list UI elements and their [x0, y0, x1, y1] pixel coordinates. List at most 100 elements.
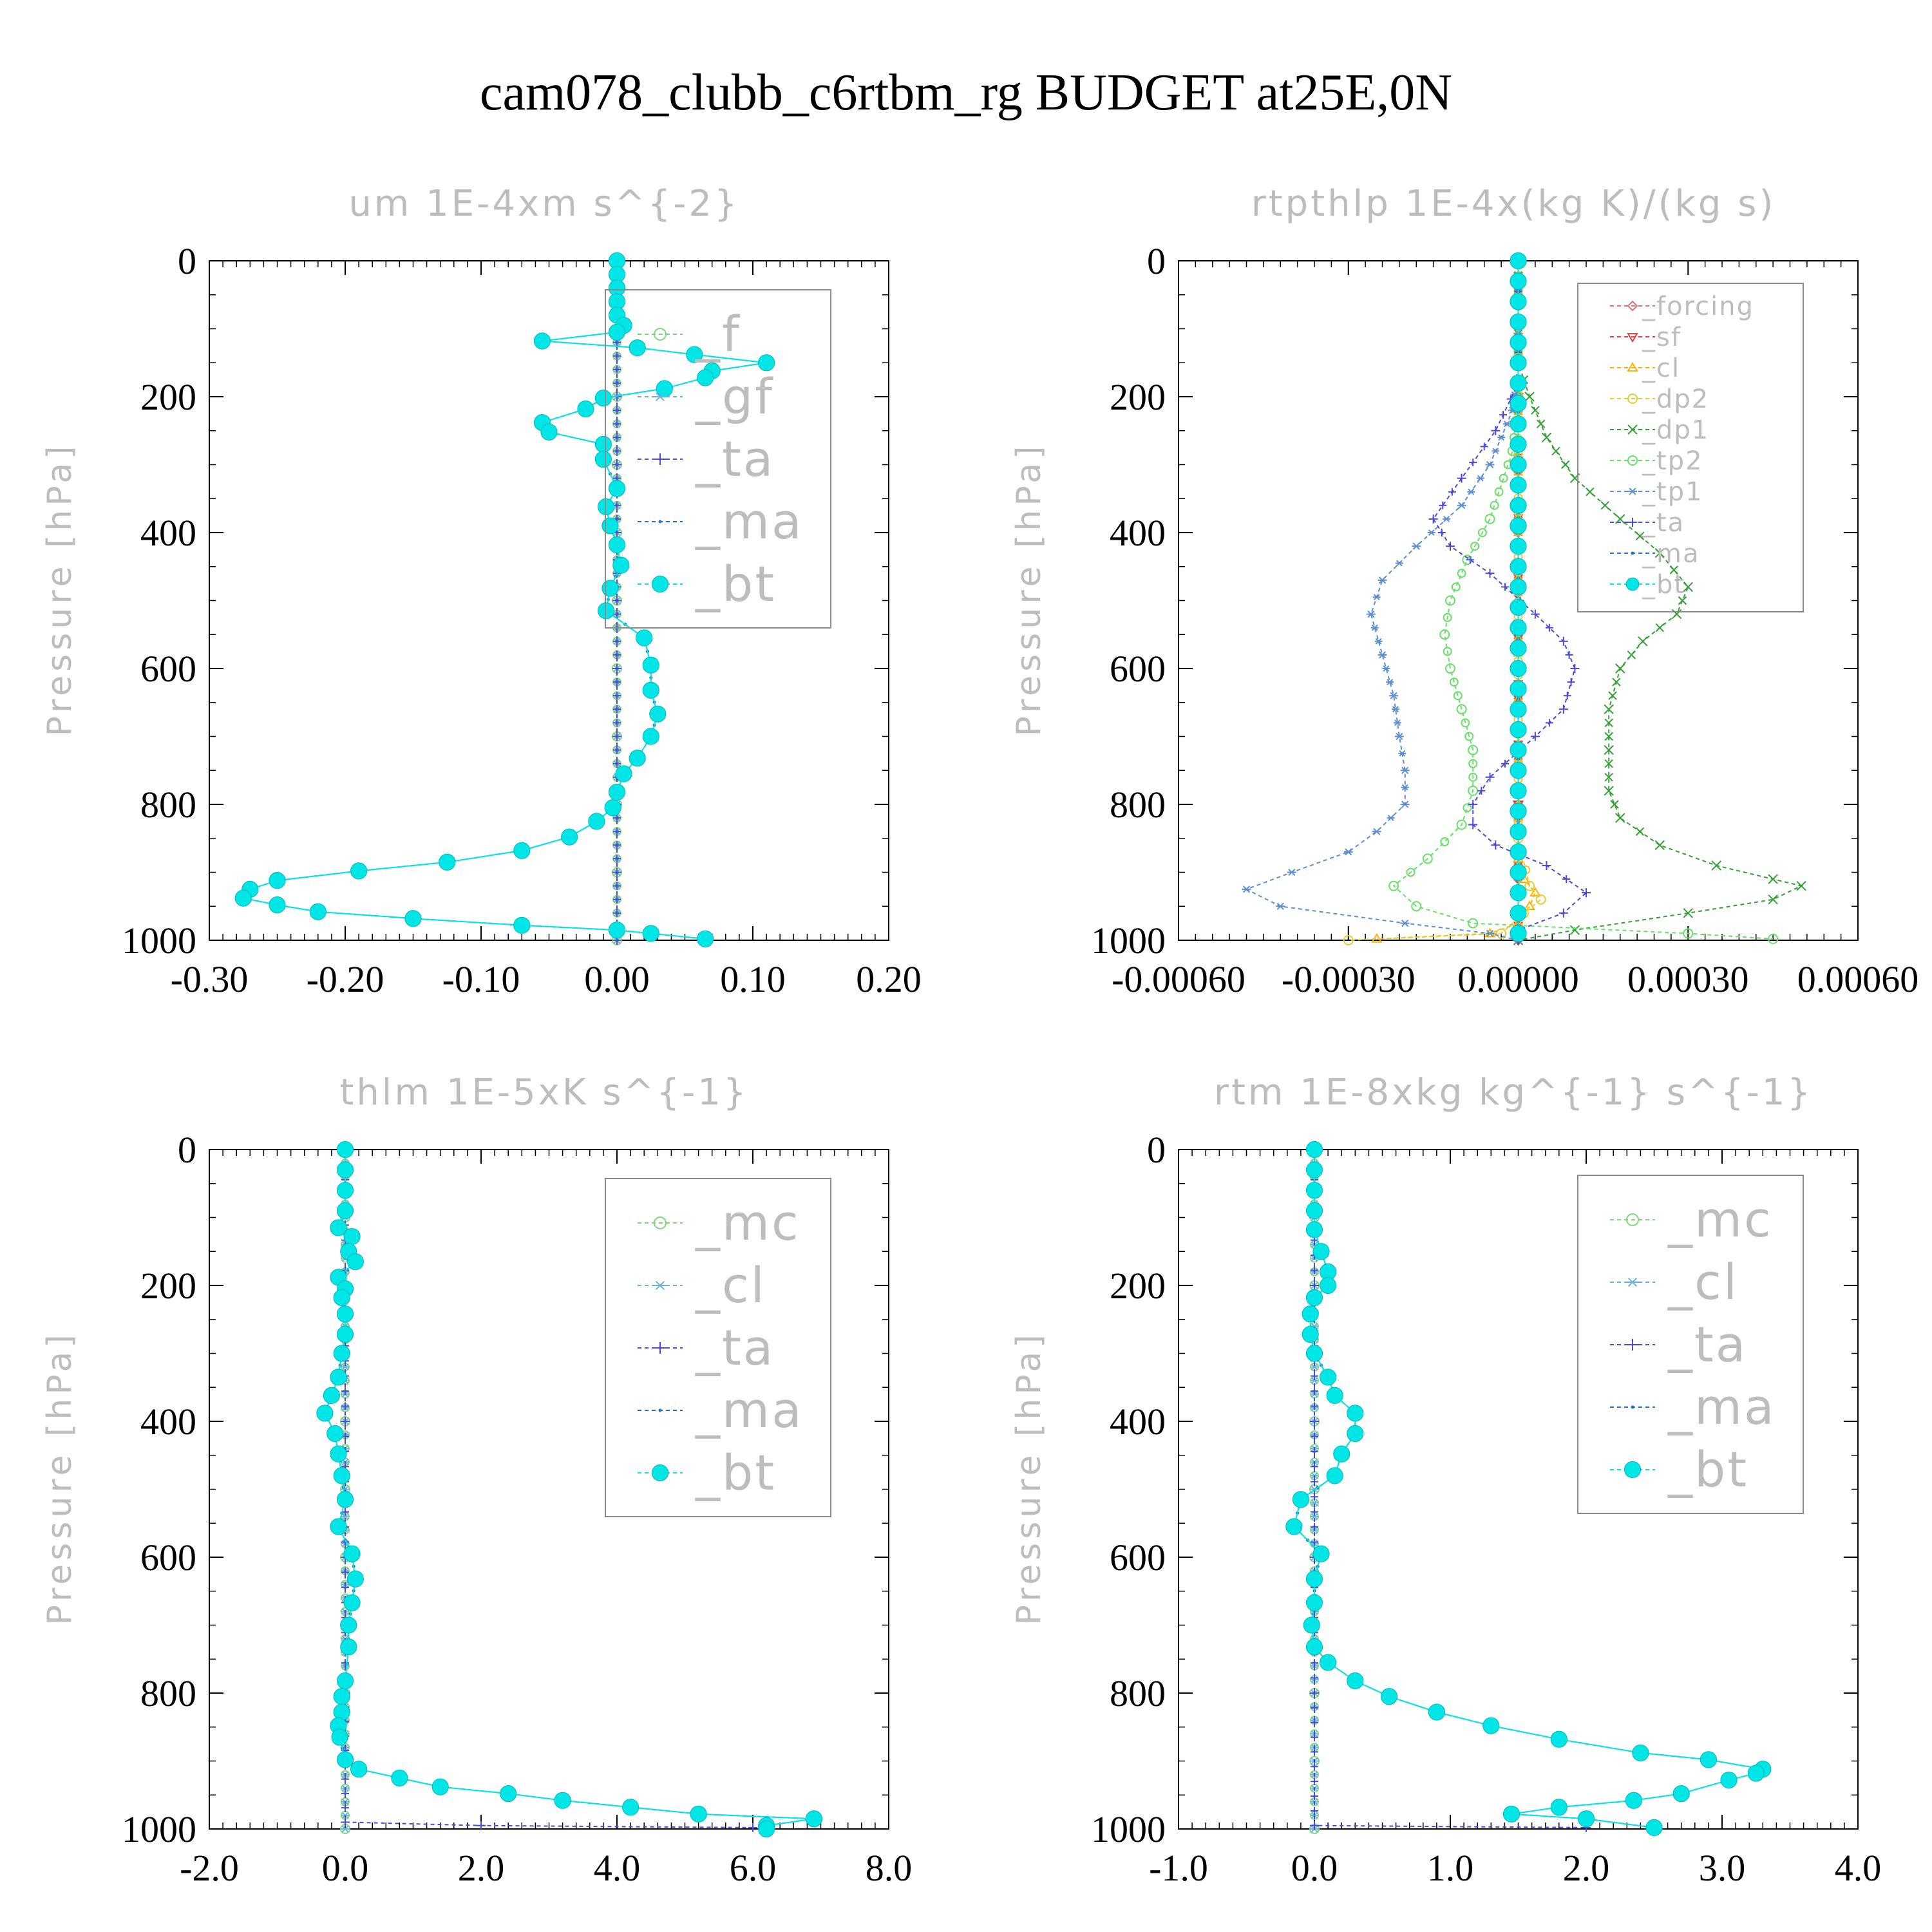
data-point	[1311, 1363, 1318, 1370]
y-tick-label: 600	[1110, 1537, 1166, 1578]
data-point	[513, 916, 531, 934]
data-point	[598, 602, 615, 620]
data-point	[658, 1408, 662, 1412]
data-point	[330, 1445, 347, 1463]
y-tick-label: 600	[140, 648, 196, 690]
legend-label: _tp2	[1642, 446, 1703, 476]
data-point	[1510, 272, 1527, 290]
data-point	[588, 813, 605, 830]
data-point	[1747, 1765, 1765, 1782]
data-point	[336, 1305, 354, 1323]
data-point	[1612, 677, 1621, 687]
data-point	[1494, 487, 1504, 497]
data-point	[346, 1570, 364, 1587]
data-point	[1443, 612, 1452, 622]
data-point	[1615, 663, 1625, 674]
legend-item: _ta	[638, 1319, 773, 1376]
y-tick-label: 400	[1110, 1401, 1166, 1443]
data-point	[615, 765, 632, 782]
data-point	[1484, 927, 1496, 938]
legend-item: _f	[638, 305, 739, 363]
data-point	[613, 705, 621, 714]
data-point	[341, 1775, 349, 1783]
data-point	[1510, 334, 1527, 351]
data-point	[1627, 1338, 1638, 1350]
legend-item: _ma	[1610, 539, 1698, 569]
data-point	[1558, 705, 1568, 714]
series-bt	[316, 1141, 823, 1838]
panel-title: thlm 1E-5xK s^{-1}	[339, 1072, 748, 1113]
data-point	[341, 1387, 349, 1396]
legend: _mc_cl_ta_ma_bt	[605, 1178, 831, 1517]
legend-label: _ta	[1667, 1316, 1747, 1373]
panel-thlm: thlm 1E-5xK s^{-1} Pressure [hPa] -2.0 0.…	[41, 1072, 912, 1889]
data-point	[1768, 894, 1778, 905]
data-point	[1562, 875, 1571, 884]
data-point	[1311, 1377, 1318, 1384]
data-point	[1287, 868, 1296, 876]
data-point	[654, 1280, 666, 1290]
data-point	[1627, 393, 1638, 404]
data-point	[1311, 1812, 1318, 1819]
data-point	[1524, 880, 1535, 891]
data-point	[608, 922, 626, 939]
data-point	[1510, 354, 1527, 372]
data-point	[1305, 1570, 1323, 1587]
data-point	[533, 332, 551, 350]
data-point	[1586, 487, 1595, 497]
data-point	[1550, 1730, 1567, 1748]
legend-label: _ta	[1642, 508, 1685, 538]
legend-label: _cl	[695, 1256, 766, 1314]
y-tick-label: 600	[140, 1537, 196, 1578]
legend-item: _ma	[1610, 1378, 1774, 1435]
data-point	[561, 828, 578, 846]
legend-label: _dp1	[1642, 415, 1709, 445]
data-point	[343, 1594, 361, 1611]
data-point	[1366, 610, 1376, 618]
x-tick-label: 0.10	[720, 958, 786, 1000]
y-tick-label: 600	[1110, 648, 1166, 690]
panel-title: rtpthlp 1E-4x(kg K)/(kg s)	[1251, 183, 1776, 225]
data-point	[1311, 1513, 1318, 1520]
data-point	[1446, 542, 1455, 551]
legend-item: _mc	[1610, 1191, 1771, 1248]
data-point	[1378, 576, 1387, 584]
data-point	[1627, 1277, 1638, 1287]
data-point	[350, 862, 368, 880]
data-point	[608, 480, 626, 497]
legend-label: _tp1	[1642, 477, 1703, 507]
data-point	[1449, 677, 1459, 687]
y-tick-label: 1000	[122, 1808, 196, 1850]
data-point	[341, 1402, 349, 1410]
legend: _mc_cl_ta_ma_bt	[1577, 1175, 1804, 1514]
data-point	[1310, 1417, 1319, 1426]
data-point	[327, 1425, 344, 1443]
data-point	[336, 1202, 354, 1220]
data-point	[608, 783, 626, 801]
data-point	[1389, 692, 1399, 699]
data-point	[1510, 578, 1527, 596]
data-point	[1510, 782, 1527, 800]
data-point	[1439, 501, 1447, 509]
data-point	[629, 339, 646, 357]
legend-item: _bt	[1610, 570, 1684, 600]
data-point	[343, 1545, 361, 1562]
data-point	[1558, 908, 1568, 918]
data-point	[1654, 840, 1665, 851]
data-point	[1448, 488, 1456, 496]
data-point	[1600, 501, 1610, 510]
data-point	[1631, 551, 1634, 555]
data-point	[1510, 721, 1527, 739]
data-point	[1604, 732, 1613, 741]
data-point	[651, 575, 669, 593]
data-point	[1457, 473, 1466, 483]
data-point	[1464, 732, 1474, 741]
data-point	[1320, 1276, 1337, 1294]
data-point	[341, 1513, 349, 1520]
data-point	[1545, 719, 1553, 727]
data-point	[341, 1825, 350, 1833]
data-point	[1311, 1523, 1318, 1531]
data-point	[1370, 624, 1379, 631]
legend-item: _cl	[1610, 354, 1679, 383]
y-tick-label: 400	[140, 512, 196, 554]
